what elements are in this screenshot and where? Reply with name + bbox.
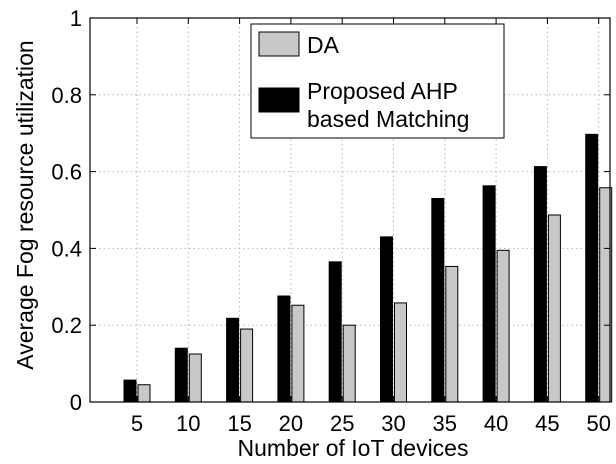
bars bbox=[123, 133, 613, 403]
y-tick-label: 0.8 bbox=[51, 83, 82, 108]
axis-ticks bbox=[90, 17, 610, 403]
x-tick-label: 40 bbox=[484, 411, 508, 436]
bar-proposed bbox=[380, 236, 393, 403]
x-axis-label: Number of IoT devices bbox=[238, 435, 469, 461]
legend: DA Proposed AHP based Matching bbox=[250, 23, 505, 139]
legend-swatch-proposed bbox=[258, 87, 300, 113]
legend-swatch-da bbox=[258, 31, 300, 57]
x-axis-tick-labels: 5 10 15 20 25 30 35 40 45 50 bbox=[131, 411, 611, 436]
y-axis-label: Average Fog resource utilization bbox=[12, 40, 38, 369]
bar-proposed bbox=[174, 347, 188, 403]
x-tick-label: 10 bbox=[176, 411, 200, 436]
bar-proposed bbox=[431, 197, 445, 403]
legend-label-proposed-line1: Proposed AHP bbox=[307, 78, 458, 104]
bar-proposed bbox=[328, 261, 342, 403]
y-tick-label: 0.6 bbox=[51, 160, 82, 185]
bar-proposed bbox=[123, 379, 137, 403]
bar-da bbox=[342, 324, 356, 403]
legend-label-proposed-line2: based Matching bbox=[307, 106, 469, 132]
x-tick-label: 30 bbox=[381, 411, 405, 436]
plot-area-frame bbox=[89, 17, 611, 403]
x-tick-label: 50 bbox=[586, 411, 610, 436]
bar-da bbox=[291, 304, 305, 403]
bar-da bbox=[137, 384, 151, 403]
y-axis-tick-labels: 0 0.2 0.4 0.6 0.8 1 bbox=[51, 6, 82, 415]
bar-proposed bbox=[533, 166, 547, 403]
x-tick-label: 35 bbox=[433, 411, 457, 436]
bar-da bbox=[240, 328, 254, 403]
bar-proposed bbox=[585, 133, 599, 403]
x-tick-label: 5 bbox=[131, 411, 143, 436]
x-tick-label: 45 bbox=[535, 411, 559, 436]
x-tick-label: 20 bbox=[279, 411, 303, 436]
y-tick-label: 1 bbox=[70, 6, 82, 31]
bar-da bbox=[496, 249, 510, 403]
bar-proposed bbox=[482, 185, 496, 403]
bar-proposed bbox=[277, 295, 291, 403]
bar-da bbox=[188, 353, 202, 403]
y-tick-label: 0 bbox=[70, 390, 82, 415]
bar-da bbox=[445, 265, 459, 403]
x-tick-label: 25 bbox=[330, 411, 354, 436]
bar-da bbox=[394, 302, 407, 403]
x-tick-label: 15 bbox=[227, 411, 251, 436]
y-tick-label: 0.2 bbox=[51, 313, 82, 338]
legend-label-da: DA bbox=[307, 32, 340, 58]
bar-proposed bbox=[226, 317, 240, 403]
y-tick-label: 0.4 bbox=[51, 236, 82, 261]
bar-da bbox=[547, 214, 561, 403]
